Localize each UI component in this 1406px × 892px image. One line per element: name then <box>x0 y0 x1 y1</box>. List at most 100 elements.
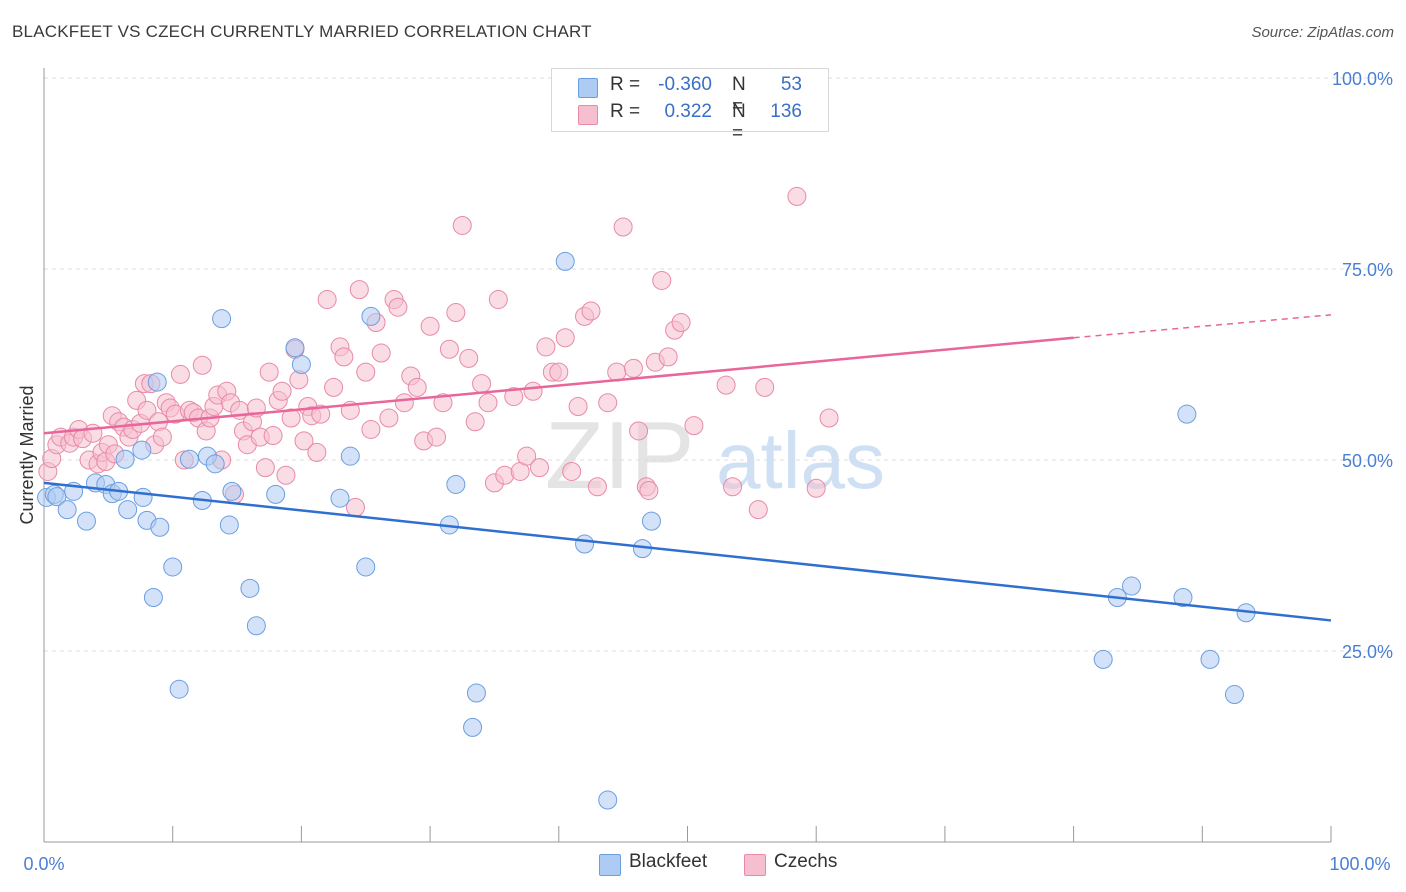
czech-point-78 <box>388 297 408 317</box>
blackfeet-point-31 <box>291 355 311 374</box>
legend-swatch-blackfeet <box>578 78 598 98</box>
blackfeet-point-25 <box>219 515 239 535</box>
czech-point-51 <box>255 458 275 478</box>
blackfeet-point-28 <box>246 616 266 636</box>
bottom-legend-label-czechs: Czechs <box>774 851 838 872</box>
blackfeet-points <box>37 251 1256 810</box>
y-axis-label: Currently Married <box>17 385 37 524</box>
czech-point-84 <box>427 427 447 447</box>
blackfeet-point-16 <box>147 372 167 392</box>
legend-r-value-czechs: 0.322 <box>664 101 712 122</box>
czech-point-53 <box>263 426 283 446</box>
czech-point-31 <box>170 364 190 384</box>
bottom-legend-swatch-czechs <box>744 854 766 876</box>
czech-point-112 <box>613 217 633 237</box>
czech-point-100 <box>529 458 549 478</box>
legend-r-label: R = <box>610 74 641 95</box>
blackfeet-point-40 <box>555 251 575 271</box>
stats-legend: R = -0.360 N = 53 R = 0.322 N = 136 <box>551 68 829 144</box>
czech-point-109 <box>587 477 607 497</box>
blackfeet-point-20 <box>179 449 199 469</box>
trend-lines <box>43 314 1332 622</box>
czech-point-76 <box>379 408 399 428</box>
czech-point-129 <box>819 408 839 428</box>
czech-point-55 <box>272 381 292 401</box>
czech-point-127 <box>787 186 807 206</box>
czech-point-57 <box>281 408 301 428</box>
czech-point-113 <box>623 358 643 378</box>
czech-point-125 <box>748 500 768 520</box>
blackfeet-point-48 <box>1173 588 1193 608</box>
blackfeet-point-44 <box>641 511 661 531</box>
czech-point-96 <box>504 387 524 407</box>
blackfeet-point-12 <box>115 449 135 469</box>
blackfeet-point-23 <box>205 454 225 474</box>
czech-trend-line <box>43 336 1074 435</box>
blackfeet-point-35 <box>361 306 381 326</box>
czech-point-27 <box>152 427 172 447</box>
blackfeet-point-45 <box>1093 649 1113 669</box>
czech-point-114 <box>629 421 649 441</box>
czech-point-106 <box>568 397 588 417</box>
blackfeet-point-29 <box>266 484 286 504</box>
czech-point-81 <box>407 377 427 397</box>
y-tick-labels: 25.0% 50.0% 75.0% 100.0% <box>1332 69 1393 662</box>
blackfeet-point-19 <box>169 679 189 699</box>
blackfeet-point-3 <box>57 500 77 520</box>
blackfeet-point-5 <box>76 511 96 531</box>
legend-n-label: N = <box>732 101 746 144</box>
blackfeet-point-34 <box>356 557 376 577</box>
blackfeet-point-13 <box>132 440 152 460</box>
legend-n-value-czechs: 136 <box>770 101 802 122</box>
czech-point-110 <box>598 393 618 413</box>
blackfeet-point-27 <box>240 578 260 598</box>
blackfeet-point-17 <box>150 517 170 537</box>
source-label: Source: ZipAtlas.com <box>1251 24 1394 41</box>
legend-r-value-blackfeet: -0.360 <box>658 74 712 95</box>
blackfeet-trend-line <box>43 481 1332 622</box>
czech-point-79 <box>394 393 414 413</box>
blackfeet-point-26 <box>222 481 242 501</box>
czech-point-64 <box>311 404 331 424</box>
czech-point-128 <box>806 478 826 498</box>
czech-point-123 <box>716 375 736 395</box>
y-tick-label-50: 50.0% <box>1342 451 1393 471</box>
czech-point-36 <box>192 355 212 375</box>
czech-point-108 <box>581 301 601 321</box>
czech-point-68 <box>334 347 354 367</box>
czech-point-60 <box>294 431 314 451</box>
czech-point-105 <box>562 461 582 481</box>
bottom-legend-swatch-blackfeet <box>599 854 621 876</box>
blackfeet-point-11 <box>133 487 153 507</box>
blackfeet-point-18 <box>163 557 183 577</box>
blackfeet-point-24 <box>212 309 232 329</box>
chart-title: BLACKFEET VS CZECH CURRENTLY MARRIED COR… <box>12 22 592 41</box>
czech-point-91 <box>472 374 492 394</box>
x-tick-label-right: 100.0% <box>1329 854 1390 874</box>
czech-point-70 <box>345 497 365 517</box>
czech-point-87 <box>446 303 466 323</box>
blackfeet-point-41 <box>575 534 595 554</box>
czech-point-56 <box>276 465 296 485</box>
czech-point-124 <box>723 477 743 497</box>
x-ticks <box>43 826 1332 842</box>
czech-point-90 <box>465 412 485 432</box>
czech-point-98 <box>517 446 537 466</box>
legend-n-label: N = <box>732 74 746 117</box>
blackfeet-point-42 <box>598 790 618 810</box>
legend-n-value-blackfeet: 53 <box>780 74 802 95</box>
czech-point-89 <box>459 348 479 368</box>
blackfeet-point-51 <box>1224 685 1244 705</box>
czech-point-66 <box>324 377 344 397</box>
czech-point-85 <box>433 393 453 413</box>
czech-point-101 <box>536 337 556 357</box>
czech-point-73 <box>361 419 381 439</box>
blackfeet-point-47 <box>1122 576 1142 596</box>
czech-point-72 <box>356 362 376 382</box>
czech-point-99 <box>523 381 543 401</box>
y-tick-label-75: 75.0% <box>1342 260 1393 280</box>
blackfeet-point-30 <box>285 338 305 358</box>
czech-point-65 <box>317 290 337 310</box>
watermark-atlas: atlas <box>716 416 885 505</box>
blackfeet-point-10 <box>118 500 138 520</box>
